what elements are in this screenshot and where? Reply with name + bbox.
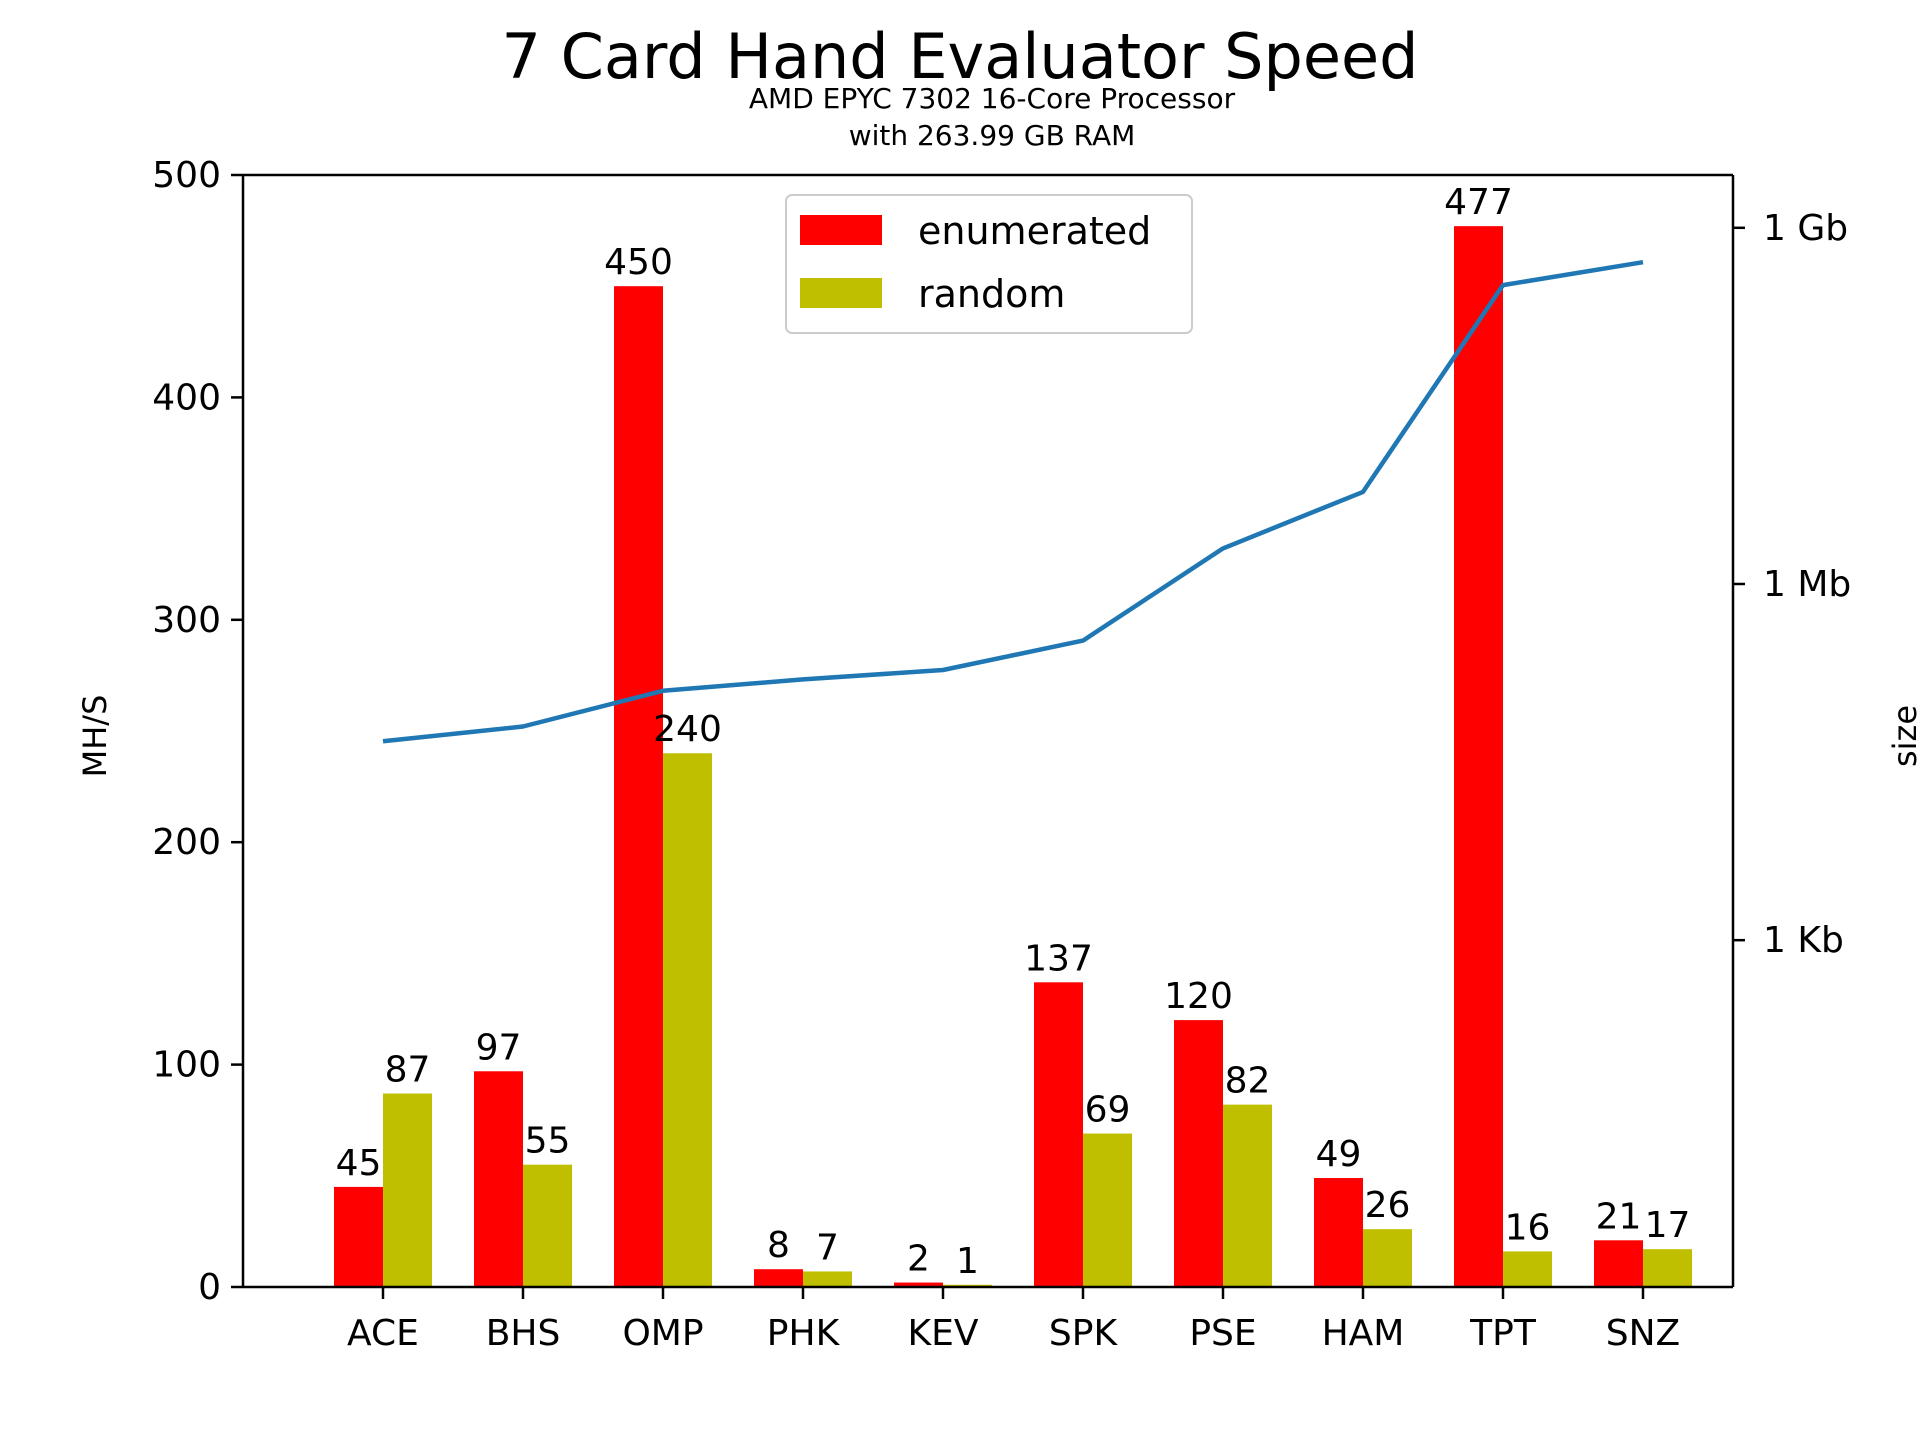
bar-label-enumerated-ace: 45 <box>336 1143 382 1184</box>
y2-tick-label: 1 Gb <box>1763 208 1848 249</box>
bar-enumerated-omp <box>614 286 663 1287</box>
bar-label-enumerated-tpt: 477 <box>1444 182 1513 223</box>
bar-enumerated-ace <box>334 1186 383 1287</box>
y2-tick-label: 1 Kb <box>1763 920 1844 961</box>
y-axis-label: MH/S <box>76 695 114 778</box>
axes-layer: 0 100 200 300 400 500 1 Kb 1 Mb 1 Gb ACE BHS OMP PHK… <box>152 155 1851 1354</box>
bar-label-enumerated-kev: 2 <box>907 1239 930 1280</box>
bar-random-ham <box>1363 1229 1412 1287</box>
bar-label-random-spk: 69 <box>1085 1090 1131 1131</box>
x-tick-label-spk: SPK <box>1049 1313 1119 1354</box>
bar-enumerated-tpt <box>1454 226 1503 1288</box>
bar-enumerated-pse <box>1174 1020 1223 1287</box>
chart-subtitle-line-1: AMD EPYC 7302 16-Core Processor <box>749 82 1236 115</box>
bar-label-random-tpt: 16 <box>1505 1207 1551 1248</box>
bars-layer <box>334 226 1692 1288</box>
bar-enumerated-kev <box>894 1282 943 1287</box>
bar-label-random-ace: 87 <box>385 1050 431 1091</box>
bar-random-phk <box>803 1271 852 1287</box>
y-tick-label: 200 <box>152 822 221 863</box>
bar-random-snz <box>1643 1249 1692 1287</box>
bar-label-enumerated-phk: 8 <box>767 1225 790 1266</box>
y-tick-label: 100 <box>152 1045 221 1086</box>
y2-tick-label: 1 Mb <box>1763 564 1851 605</box>
legend: enumerated random <box>785 194 1193 334</box>
x-tick-label-kev: KEV <box>908 1313 979 1354</box>
bar-label-enumerated-bhs: 97 <box>476 1027 522 1068</box>
x-tick-label-pse: PSE <box>1189 1313 1256 1354</box>
x-tick-label-phk: PHK <box>767 1313 841 1354</box>
x-tick-label-bhs: BHS <box>486 1313 561 1354</box>
chart-title: 7 Card Hand Evaluator Speed <box>501 20 1418 93</box>
bar-random-ace <box>383 1093 432 1287</box>
bar-enumerated-ham <box>1314 1178 1363 1287</box>
y-tick-label: 500 <box>152 155 221 196</box>
bar-enumerated-bhs <box>474 1071 523 1287</box>
legend-swatch-random <box>800 278 882 308</box>
bar-label-enumerated-spk: 137 <box>1024 938 1093 979</box>
bar-label-enumerated-pse: 120 <box>1164 976 1233 1017</box>
bar-label-random-omp: 240 <box>653 709 722 750</box>
bar-label-random-bhs: 55 <box>525 1121 571 1162</box>
x-tick-label-ham: HAM <box>1322 1313 1405 1354</box>
bar-label-random-phk: 7 <box>816 1227 839 1268</box>
bar-label-random-pse: 82 <box>1225 1061 1271 1102</box>
size-line <box>382 259 1644 744</box>
legend-label-enumerated: enumerated <box>918 209 1151 253</box>
x-tick-label-snz: SNZ <box>1606 1313 1680 1354</box>
size-line-layer <box>382 259 1644 744</box>
bar-random-bhs <box>523 1164 572 1287</box>
y-tick-label: 400 <box>152 377 221 418</box>
bar-label-enumerated-omp: 450 <box>604 242 673 283</box>
bar-label-enumerated-ham: 49 <box>1316 1134 1362 1175</box>
bar-random-spk <box>1083 1133 1132 1287</box>
y2-axis-label: size <box>1886 705 1920 767</box>
legend-box <box>785 194 1193 334</box>
bar-label-random-snz: 17 <box>1645 1205 1691 1246</box>
chart-subtitle-line-2: with 263.99 GB RAM <box>849 119 1136 152</box>
x-tick-label-tpt: TPT <box>1469 1313 1537 1354</box>
legend-label-random: random <box>918 272 1065 316</box>
bar-label-random-ham: 26 <box>1365 1185 1411 1226</box>
bar-random-omp <box>663 753 712 1287</box>
bar-enumerated-spk <box>1034 982 1083 1287</box>
bar-enumerated-phk <box>754 1269 803 1287</box>
bar-label-enumerated-snz: 21 <box>1596 1196 1642 1237</box>
y-tick-label: 0 <box>198 1267 221 1308</box>
bar-label-random-kev: 1 <box>956 1241 979 1282</box>
bar-random-pse <box>1223 1104 1272 1287</box>
x-tick-label-omp: OMP <box>622 1313 703 1354</box>
x-tick-label-ace: ACE <box>347 1313 419 1354</box>
bar-enumerated-snz <box>1594 1240 1643 1287</box>
y-tick-label: 300 <box>152 600 221 641</box>
bar-random-tpt <box>1503 1251 1552 1287</box>
legend-swatch-enumerated <box>800 215 882 245</box>
